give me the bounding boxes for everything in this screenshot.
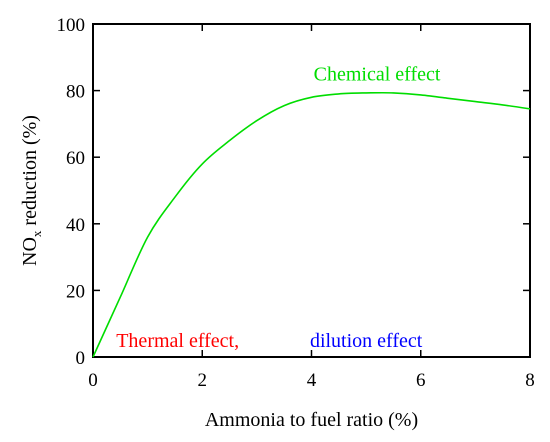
x-tick-label: 0	[88, 370, 98, 391]
annotations: Chemical effect Thermal effect, dilution e…	[116, 64, 441, 352]
annotation-chemical: Chemical effect	[314, 64, 441, 86]
series-line	[92, 91, 531, 358]
x-tick-label: 4	[307, 370, 317, 391]
y-tick-label: 20	[66, 281, 85, 302]
x-tick-label: 2	[198, 370, 208, 391]
y-tick-label: 80	[66, 82, 85, 103]
x-tick-label: 8	[525, 370, 535, 391]
y-axis-label-rest: reduction (%)	[19, 115, 41, 231]
y-tick-label: 0	[76, 348, 86, 369]
y-axis-label-main: NO	[19, 237, 41, 266]
x-axis-label: Ammonia to fuel ratio (%)	[205, 409, 418, 431]
y-tick-label: 40	[66, 215, 85, 236]
x-tick-label: 6	[416, 370, 426, 391]
y-tick-label: 100	[57, 15, 86, 36]
series-layer	[92, 91, 531, 358]
annotation-dilution: dilution effect	[310, 330, 423, 352]
annotation-thermal: Thermal effect,	[116, 330, 239, 352]
tick-marks	[92, 23, 531, 358]
y-axis-label: NOx reduction (%)	[19, 115, 44, 266]
plot-frame	[92, 23, 531, 358]
y-axis-label-subscript: x	[29, 230, 44, 237]
y-tick-label: 60	[66, 148, 85, 169]
